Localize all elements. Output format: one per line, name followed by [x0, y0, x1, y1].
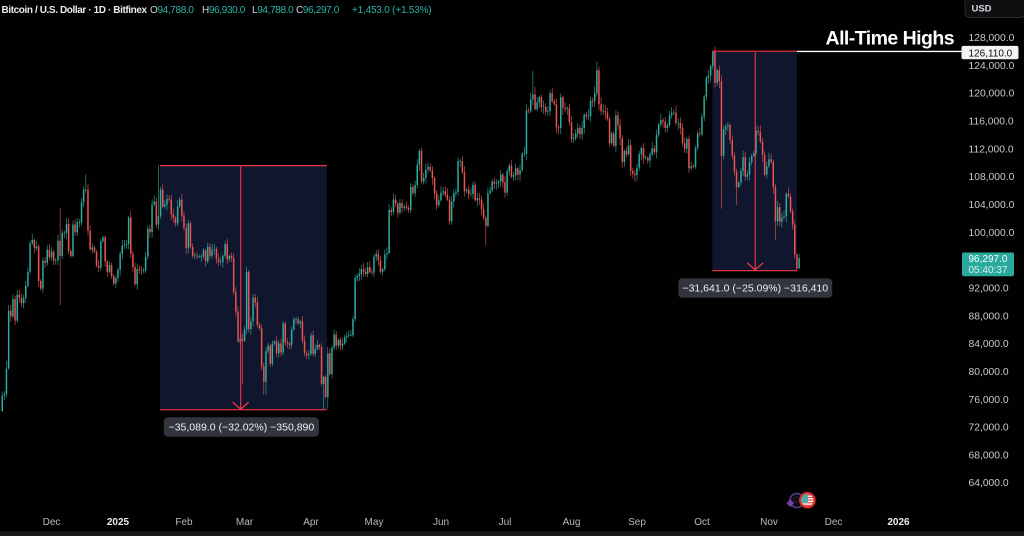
svg-text:126,110.0: 126,110.0: [969, 48, 1013, 59]
svg-text:L94,788.0: L94,788.0: [252, 5, 294, 16]
svg-text:Oct: Oct: [694, 517, 710, 528]
svg-text:H96,930.0: H96,930.0: [202, 5, 246, 16]
svg-text:Feb: Feb: [175, 517, 193, 528]
svg-text:72,000.0: 72,000.0: [969, 423, 1009, 434]
svg-text:−31,641.0 (−25.09%) −316,410: −31,641.0 (−25.09%) −316,410: [682, 283, 828, 295]
svg-text:120,000.0: 120,000.0: [969, 89, 1015, 100]
svg-text:104,000.0: 104,000.0: [969, 200, 1015, 211]
svg-text:Dec: Dec: [825, 517, 843, 528]
svg-text:May: May: [365, 517, 384, 528]
svg-text:116,000.0: 116,000.0: [969, 117, 1014, 128]
svg-text:96,297.0: 96,297.0: [969, 254, 1008, 265]
svg-text:Sep: Sep: [628, 517, 646, 528]
svg-text:2026: 2026: [887, 517, 910, 528]
svg-text:C96,297.0: C96,297.0: [296, 5, 340, 16]
svg-text:68,000.0: 68,000.0: [969, 450, 1009, 461]
svg-text:128,000.0: 128,000.0: [969, 33, 1015, 44]
svg-text:05:40:37: 05:40:37: [969, 265, 1008, 276]
svg-text:Aug: Aug: [563, 517, 581, 528]
svg-text:112,000.0: 112,000.0: [969, 144, 1014, 155]
svg-text:O94,788.0: O94,788.0: [150, 5, 194, 16]
svg-text:100,000.0: 100,000.0: [969, 228, 1015, 239]
svg-text:All-Time Highs: All-Time Highs: [826, 28, 955, 50]
svg-text:76,000.0: 76,000.0: [969, 395, 1009, 406]
svg-text:Bitcoin / U.S. Dollar · 1D · B: Bitcoin / U.S. Dollar · 1D · Bitfinex: [2, 5, 148, 16]
svg-text:Jul: Jul: [499, 517, 512, 528]
svg-text:92,000.0: 92,000.0: [969, 284, 1009, 295]
svg-text:64,000.0: 64,000.0: [969, 478, 1009, 489]
svg-text:−35,089.0 (−32.02%) −350,890: −35,089.0 (−32.02%) −350,890: [169, 422, 315, 434]
svg-text:Nov: Nov: [760, 517, 778, 528]
svg-text:88,000.0: 88,000.0: [969, 311, 1009, 322]
svg-text:80,000.0: 80,000.0: [969, 367, 1009, 378]
svg-text:USD: USD: [971, 4, 991, 15]
svg-text:Apr: Apr: [303, 517, 319, 528]
svg-text:108,000.0: 108,000.0: [969, 172, 1015, 183]
svg-text:Dec: Dec: [43, 517, 61, 528]
svg-text:2025: 2025: [107, 517, 130, 528]
svg-text:84,000.0: 84,000.0: [969, 339, 1009, 350]
svg-text:124,000.0: 124,000.0: [969, 61, 1015, 72]
svg-text:Mar: Mar: [236, 517, 254, 528]
svg-text:Jun: Jun: [433, 517, 449, 528]
svg-text:+1,453.0 (+1.53%): +1,453.0 (+1.53%): [352, 5, 431, 16]
